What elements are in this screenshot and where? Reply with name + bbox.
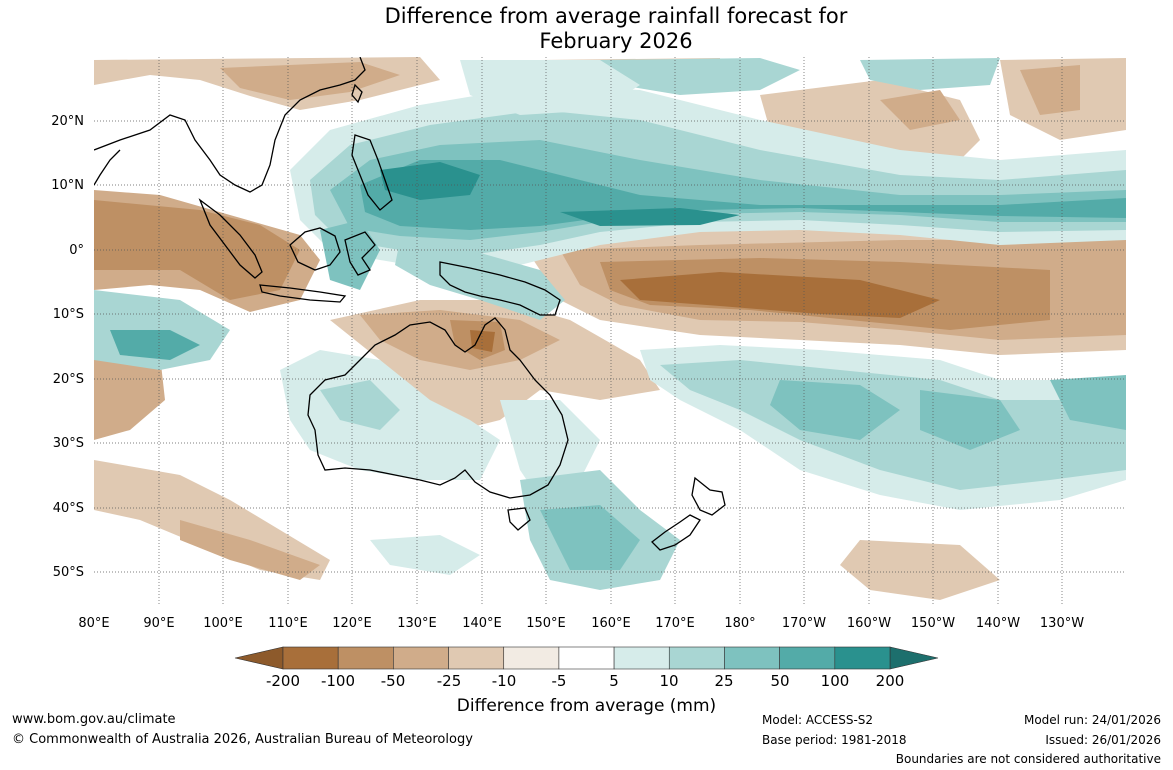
colorbar-tick-label: -5	[552, 672, 567, 690]
issued-date: Issued: 26/01/2026	[1045, 733, 1161, 747]
new-zealand-north-coastline	[691, 476, 726, 516]
colorbar-tick-label: -200	[266, 672, 300, 690]
lat-label: 20°S	[53, 372, 84, 387]
india-coastline	[94, 149, 121, 186]
dry-anomaly-regions	[94, 57, 1126, 600]
wet-anomaly-regions	[94, 58, 1126, 590]
taiwan-coastline	[351, 83, 363, 104]
colorbar-swatch	[282, 646, 339, 670]
colorbar-tick-label: 10	[659, 672, 678, 690]
colorbar: -200 -100 -50 -25 -10 -5 5 10 25 50 100 …	[234, 646, 939, 690]
copyright-notice: © Commonwealth of Australia 2026, Austra…	[12, 732, 473, 747]
colorbar-swatch	[724, 646, 780, 670]
lon-label: 120°E	[332, 616, 372, 631]
lon-label: 180°	[724, 616, 755, 631]
colorbar-tick-label: -10	[492, 672, 517, 690]
boundaries-disclaimer: Boundaries are not considered authoritat…	[895, 752, 1161, 766]
model-name: Model: ACCESS-S2	[762, 713, 874, 727]
colorbar-extend-high	[889, 646, 939, 670]
colorbar-swatch	[668, 646, 725, 670]
lon-label: 110°E	[268, 616, 308, 631]
lon-label: 100°E	[203, 616, 243, 631]
borneo-coastline	[289, 227, 341, 271]
lat-label: 30°S	[53, 436, 84, 451]
model-run-date: Model run: 24/01/2026	[1023, 713, 1161, 727]
colorbar-swatch	[448, 646, 505, 670]
new-guinea-coastline	[439, 261, 561, 316]
lon-label: 150°E	[526, 616, 566, 631]
colorbar-swatch	[834, 646, 891, 670]
lon-label: 140°E	[462, 616, 502, 631]
colorbar-swatch	[779, 646, 836, 670]
lon-label: 130°E	[397, 616, 437, 631]
base-period: Base period: 1981-2018	[762, 733, 907, 747]
sulawesi-coastline	[344, 231, 376, 276]
title-line2: February 2026	[539, 29, 693, 53]
colorbar-tick-label: -100	[321, 672, 355, 690]
lat-label: 10°S	[53, 307, 84, 322]
lat-label: 20°N	[51, 114, 84, 129]
lat-label: 40°S	[53, 501, 84, 516]
colorbar-tick-label: 100	[821, 672, 850, 690]
philippines-coastline	[351, 134, 393, 211]
title-line1: Difference from average rainfall forecas…	[384, 4, 848, 28]
java-coastline	[259, 284, 347, 303]
colorbar-tick-label: 200	[876, 672, 905, 690]
lon-label: 90°E	[143, 616, 174, 631]
australia-coastline	[307, 317, 569, 499]
graticule	[94, 57, 1126, 604]
lon-label: 150°W	[911, 616, 955, 631]
colorbar-label: Difference from average (mm)	[456, 696, 717, 716]
lon-label: 160°W	[847, 616, 891, 631]
lon-label: 130°W	[1040, 616, 1084, 631]
website-link[interactable]: www.bom.gov.au/climate	[12, 712, 176, 727]
colorbar-extend-low	[234, 646, 284, 670]
tasmania-coastline	[507, 507, 531, 531]
colorbar-tick-label: 5	[609, 672, 619, 690]
lon-label: 140°W	[976, 616, 1020, 631]
colorbar-swatch	[393, 646, 449, 670]
colorbar-swatch	[503, 646, 560, 670]
lon-label: 160°E	[591, 616, 631, 631]
lon-label: 80°E	[78, 616, 109, 631]
colorbar-swatch	[613, 646, 670, 670]
latitude-labels: 20°N 10°N 0° 10°S 20°S 30°S 40°S 50°S	[51, 114, 84, 580]
colorbar-tick-label: 50	[770, 672, 789, 690]
sumatra-coastline	[198, 198, 263, 279]
colorbar-tick-label: 25	[714, 672, 733, 690]
colorbar-tick-label: -50	[381, 672, 406, 690]
lat-label: 10°N	[51, 178, 84, 193]
lat-label: 50°S	[53, 565, 84, 580]
lat-label: 0°	[69, 243, 84, 258]
coastlines	[94, 57, 726, 551]
colorbar-swatch	[337, 646, 394, 670]
chart-title: Difference from average rainfall forecas…	[0, 4, 1173, 54]
colorbar-swatch	[558, 646, 615, 670]
lon-label: 170°E	[655, 616, 695, 631]
map-plot-area	[94, 57, 1126, 604]
colorbar-tick-label: -25	[437, 672, 462, 690]
longitude-labels: 80°E 90°E 100°E 110°E 120°E 130°E 140°E …	[78, 616, 1084, 631]
asia-mainland-coastline	[94, 57, 366, 193]
lon-label: 170°W	[782, 616, 826, 631]
new-zealand-south-coastline	[651, 514, 701, 551]
